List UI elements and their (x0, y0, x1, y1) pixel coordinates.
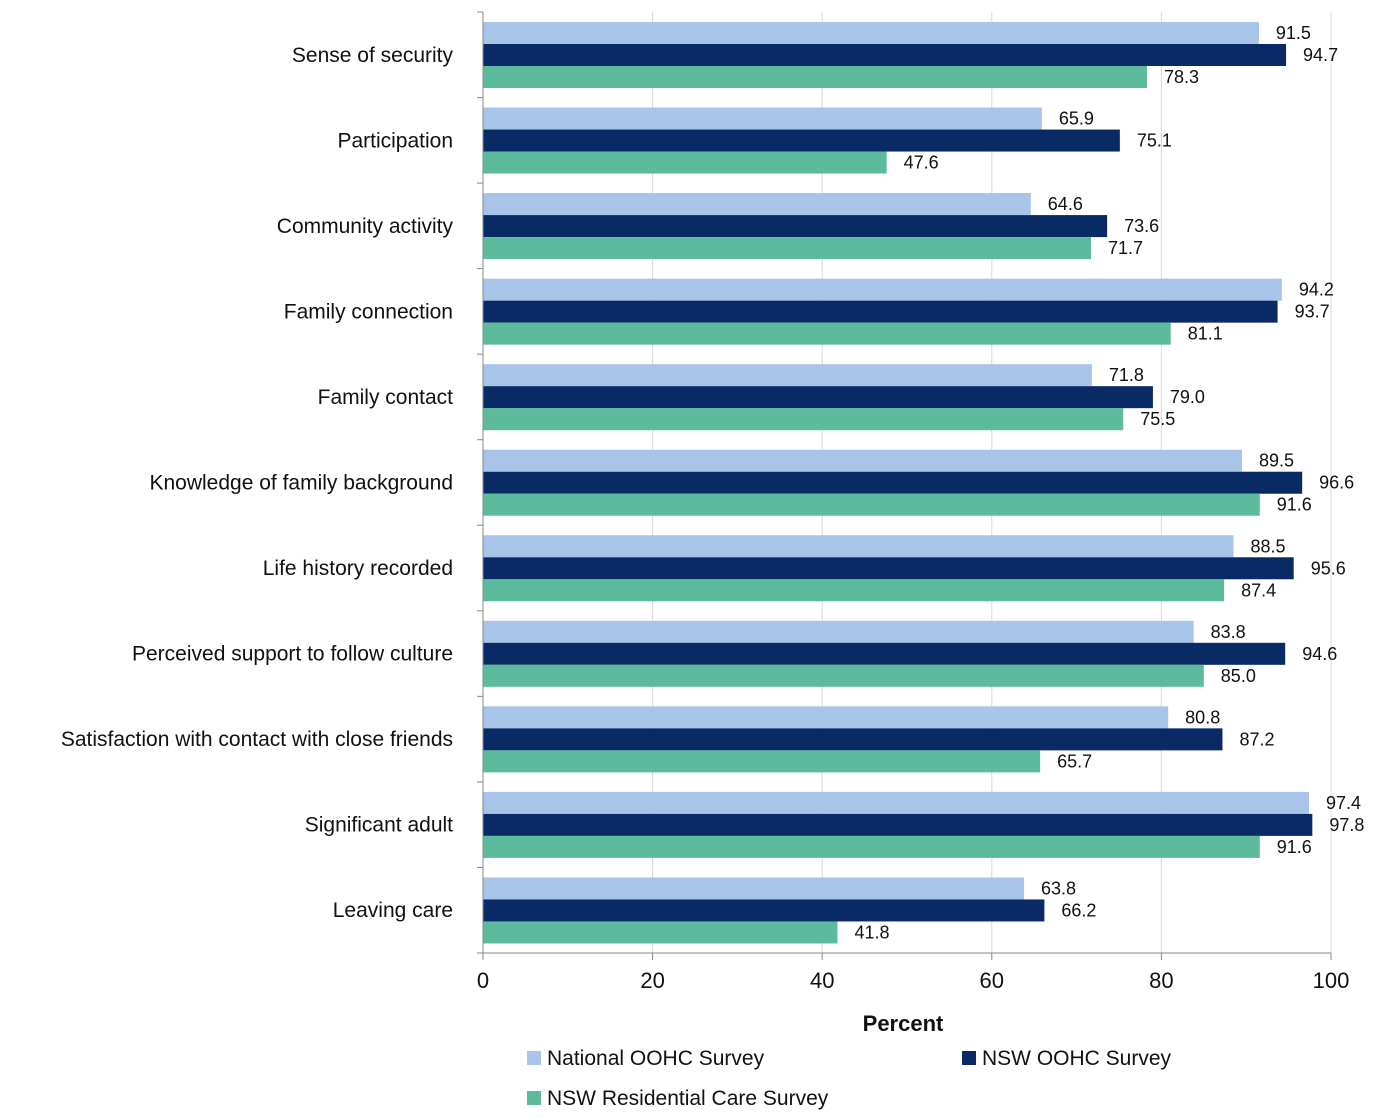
data-label: 75.5 (1140, 409, 1175, 429)
bar-nsw-oohc-survey (483, 215, 1108, 238)
legend-label: NSW OOHC Survey (982, 1047, 1172, 1070)
axes (477, 11, 1332, 960)
data-label: 71.8 (1109, 365, 1144, 385)
bar-national-oohc-survey (483, 706, 1169, 729)
data-label: 94.2 (1299, 280, 1334, 300)
legend: National OOHC Survey NSW OOHC Survey NSW R… (527, 1047, 1172, 1110)
bar-nsw-residential-care-survey (483, 921, 838, 944)
x-tick-label: 80 (1149, 968, 1173, 993)
category-label: Family contact (318, 386, 454, 409)
category-label: Leaving care (333, 899, 453, 922)
x-tick-label: 20 (640, 968, 664, 993)
data-label: 88.5 (1250, 536, 1285, 556)
data-label: 93.7 (1295, 302, 1330, 322)
bar-national-oohc-survey (483, 877, 1025, 900)
x-tick-label: 100 (1313, 968, 1350, 993)
category-label: Participation (337, 129, 453, 152)
data-label: 91.5 (1276, 23, 1311, 43)
bar-national-oohc-survey (483, 22, 1259, 44)
data-label: 41.8 (854, 922, 889, 942)
bar-national-oohc-survey (483, 449, 1242, 472)
bar-nsw-oohc-survey (483, 300, 1278, 323)
bar-nsw-oohc-survey (483, 44, 1287, 66)
legend-label: National OOHC Survey (547, 1047, 765, 1070)
x-tick-label: 60 (980, 968, 1004, 993)
data-label: 65.9 (1059, 109, 1094, 129)
category-label: Perceived support to follow culture (132, 643, 453, 666)
x-axis-title: Percent (863, 1011, 944, 1036)
data-label: 65.7 (1057, 751, 1092, 771)
category-label: Significant adult (305, 814, 453, 837)
data-label: 79.0 (1170, 387, 1205, 407)
bar-nsw-residential-care-survey (483, 408, 1124, 431)
category-label: Community activity (277, 215, 454, 238)
data-label: 64.6 (1048, 194, 1083, 214)
data-label: 85.0 (1221, 666, 1256, 686)
bar-national-oohc-survey (483, 620, 1194, 643)
bar-nsw-oohc-survey (483, 728, 1223, 751)
bar-nsw-residential-care-survey (483, 835, 1260, 858)
data-label: 97.8 (1329, 815, 1364, 835)
bars (483, 22, 1313, 944)
data-label: 81.1 (1188, 324, 1223, 344)
data-label: 63.8 (1041, 878, 1076, 898)
category-label: Knowledge of family background (149, 472, 453, 495)
data-label: 91.6 (1277, 495, 1312, 515)
bar-nsw-residential-care-survey (483, 493, 1260, 516)
bar-national-oohc-survey (483, 791, 1309, 814)
legend-swatch (962, 1051, 976, 1065)
data-label: 96.6 (1319, 473, 1354, 493)
data-label: 66.2 (1061, 900, 1096, 920)
category-label: Sense of security (292, 44, 454, 67)
bar-national-oohc-survey (483, 364, 1092, 387)
category-label: Life history recorded (263, 557, 453, 580)
legend-label: NSW Residential Care Survey (547, 1087, 829, 1110)
data-label: 80.8 (1185, 707, 1220, 727)
bar-national-oohc-survey (483, 107, 1042, 130)
bar-nsw-residential-care-survey (483, 664, 1204, 687)
data-label: 71.7 (1108, 238, 1143, 258)
category-label: Satisfaction with contact with close fri… (61, 728, 453, 751)
bar-nsw-oohc-survey (483, 642, 1286, 665)
data-label: 97.4 (1326, 793, 1361, 813)
bar-nsw-residential-care-survey (483, 66, 1147, 88)
data-label: 91.6 (1277, 837, 1312, 857)
bar-nsw-oohc-survey (483, 471, 1303, 494)
legend-swatch (527, 1091, 541, 1105)
data-label: 47.6 (904, 153, 939, 173)
x-tick-label: 40 (810, 968, 834, 993)
data-label: 75.1 (1137, 131, 1172, 151)
bar-nsw-residential-care-survey (483, 151, 887, 174)
bar-nsw-oohc-survey (483, 386, 1153, 409)
bar-nsw-oohc-survey (483, 129, 1120, 152)
data-label: 94.7 (1303, 45, 1338, 65)
category-label: Family connection (284, 300, 453, 323)
labels: 0 20 40 60 80 100 Sense of security 91.594.7 78.… (61, 23, 1365, 993)
data-label: 73.6 (1124, 216, 1159, 236)
bar-nsw-residential-care-survey (483, 237, 1092, 260)
data-label: 94.6 (1302, 644, 1337, 664)
data-label: 87.4 (1241, 580, 1276, 600)
data-label: 83.8 (1211, 622, 1246, 642)
bar-nsw-oohc-survey (483, 813, 1313, 836)
bar-nsw-residential-care-survey (483, 750, 1041, 773)
data-label: 95.6 (1311, 558, 1346, 578)
bar-national-oohc-survey (483, 278, 1282, 301)
bar-nsw-residential-care-survey (483, 579, 1225, 602)
bar-national-oohc-survey (483, 535, 1234, 558)
x-tick-label: 0 (477, 968, 489, 993)
legend-swatch (527, 1051, 541, 1065)
data-label: 87.2 (1239, 729, 1274, 749)
bar-nsw-oohc-survey (483, 899, 1045, 922)
bar-nsw-residential-care-survey (483, 322, 1171, 345)
bar-nsw-oohc-survey (483, 557, 1294, 580)
data-label: 89.5 (1259, 451, 1294, 471)
data-label: 78.3 (1164, 67, 1199, 87)
bar-national-oohc-survey (483, 193, 1031, 216)
